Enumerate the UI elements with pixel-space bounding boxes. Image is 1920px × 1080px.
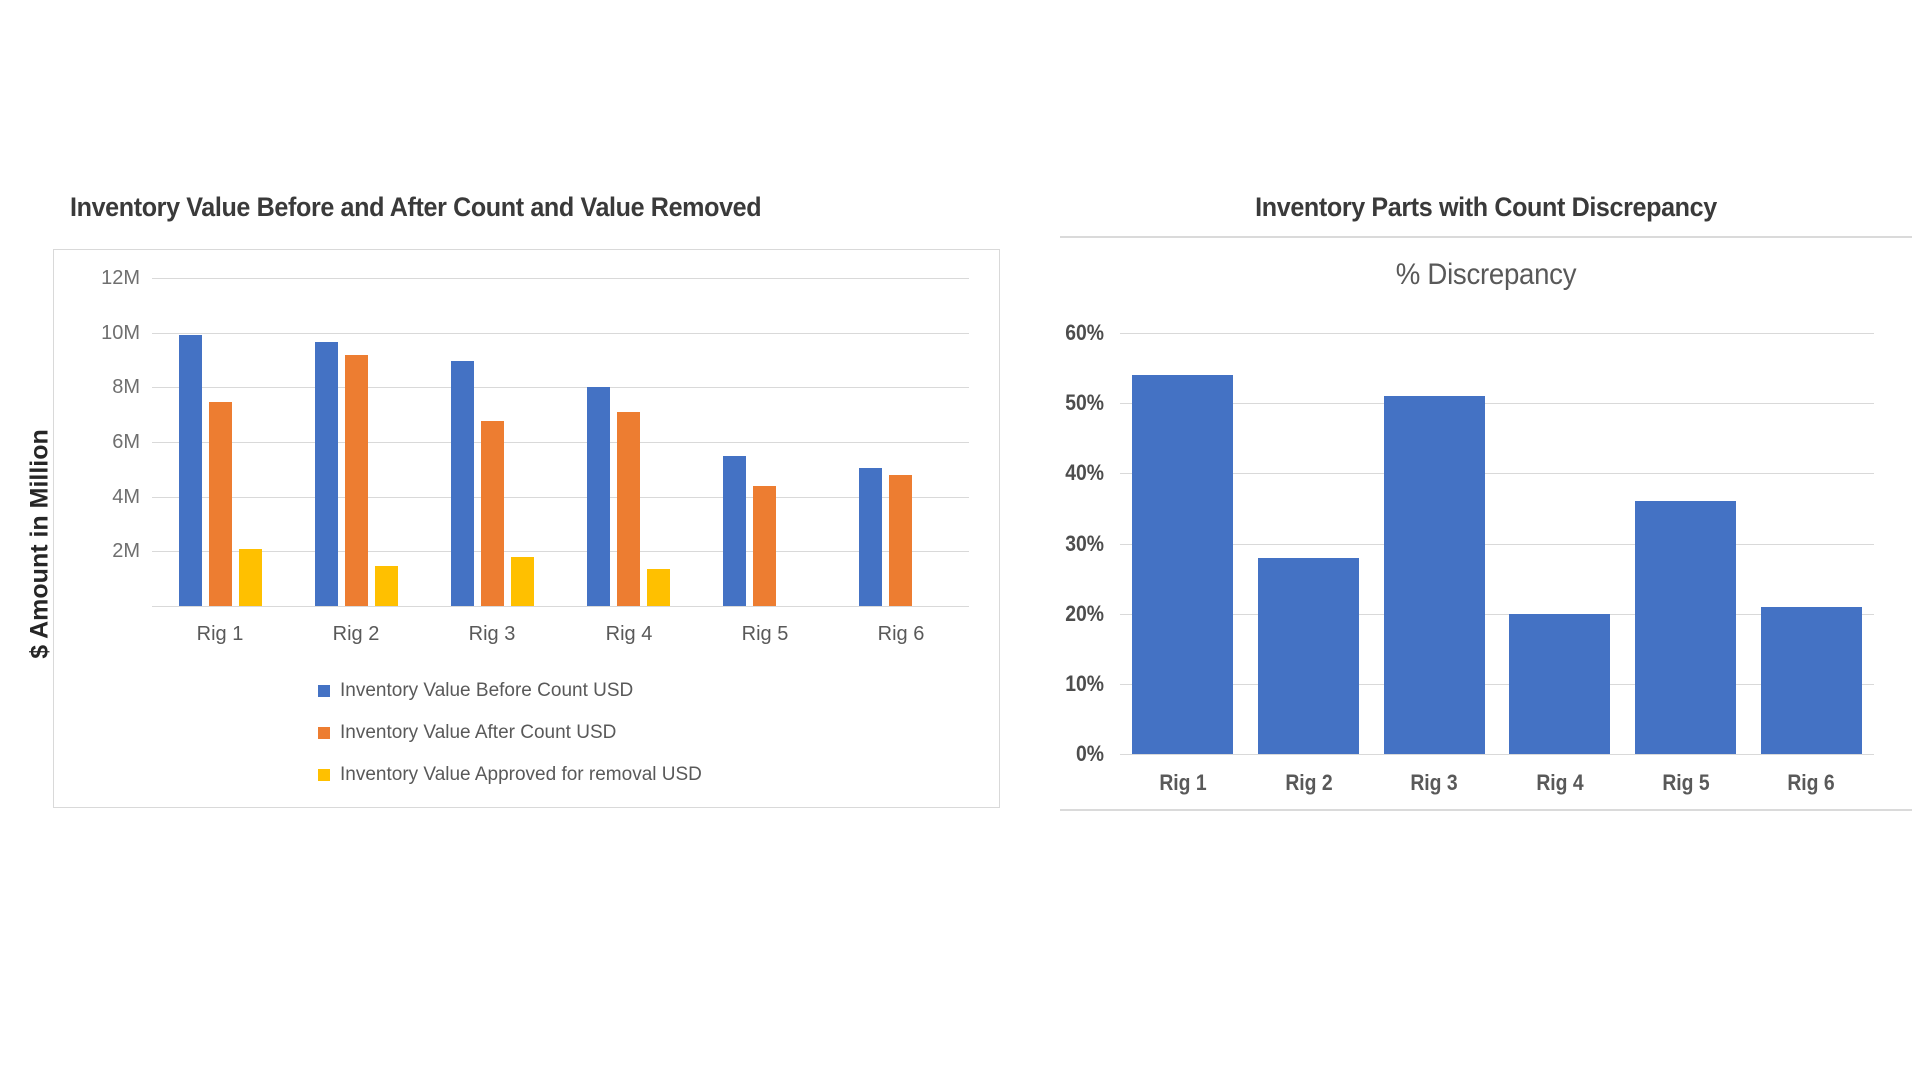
bar-rig-6-before xyxy=(859,468,882,606)
legend-swatch-before-icon xyxy=(318,685,330,697)
legend-label-removed: Inventory Value Approved for removal USD xyxy=(340,764,702,785)
bar-rig-3-after xyxy=(481,421,504,606)
legend-label-after: Inventory Value After Count USD xyxy=(340,722,617,743)
bar-rig-6-discrepancy xyxy=(1761,607,1862,754)
y-tick-label-12m: 12M xyxy=(101,267,140,289)
x-tick-label-rig-3: Rig 3 xyxy=(468,623,516,645)
bar-rig-1-removed xyxy=(239,549,262,606)
gridline-30 xyxy=(1120,544,1874,545)
y-tick-label-50: 50% xyxy=(1065,390,1104,415)
gridline-4m xyxy=(152,497,969,498)
bar-rig-2-before xyxy=(315,342,338,606)
gridline-12m xyxy=(152,278,969,279)
bar-rig-1-after xyxy=(209,402,232,606)
gridline-60 xyxy=(1120,333,1874,334)
x-tick-label-rig-1: Rig 1 xyxy=(1159,770,1207,795)
x-tick-label-rig-1: Rig 1 xyxy=(196,623,244,645)
right-chart-top-separator xyxy=(1060,236,1912,238)
gridline-6m xyxy=(152,442,969,443)
y-tick-label-30: 30% xyxy=(1065,531,1104,556)
x-tick-label-rig-2: Rig 2 xyxy=(1285,770,1333,795)
right-chart-title: Inventory Parts with Count Discrepancy xyxy=(1255,192,1717,222)
gridline-8m xyxy=(152,387,969,388)
bar-rig-6-after xyxy=(889,475,912,606)
y-tick-label-10: 10% xyxy=(1065,671,1104,696)
left-chart-legend: Inventory Value Before Count USD Inventor… xyxy=(318,680,702,806)
right-chart-subtitle: % Discrepancy xyxy=(1395,258,1577,291)
baseline xyxy=(1120,754,1874,755)
legend-item-after: Inventory Value After Count USD xyxy=(318,722,702,744)
left-chart-plot-area: 12M 10M 8M 6M 4M 2M Rig 1 Rig 2 Rig 3 Rig 4 Rig 5 R… xyxy=(101,267,969,645)
left-chart-y-axis-title: $ Amount in Million xyxy=(25,429,54,659)
gridline-40 xyxy=(1120,473,1874,474)
legend-swatch-removed-icon xyxy=(318,769,330,781)
bar-rig-3-before xyxy=(451,361,474,606)
y-tick-label-8m: 8M xyxy=(112,376,140,398)
x-tick-label-rig-6: Rig 6 xyxy=(1787,770,1835,795)
left-chart-title: Inventory Value Before and After Count a… xyxy=(70,192,762,222)
gridline-2m xyxy=(152,551,969,552)
bar-rig-5-discrepancy xyxy=(1635,501,1736,754)
y-tick-label-6m: 6M xyxy=(112,431,140,453)
x-tick-label-rig-4: Rig 4 xyxy=(605,623,653,645)
y-tick-label-10m: 10M xyxy=(101,322,140,344)
x-tick-label-rig-5: Rig 5 xyxy=(741,623,789,645)
bar-rig-3-removed xyxy=(511,557,534,606)
bar-rig-1-discrepancy xyxy=(1132,375,1233,754)
bar-rig-3-discrepancy xyxy=(1384,396,1485,754)
bar-rig-5-after xyxy=(753,486,776,606)
x-tick-label-rig-6: Rig 6 xyxy=(877,623,925,645)
left-chart-frame: 12M 10M 8M 6M 4M 2M Rig 1 Rig 2 Rig 3 Rig 4 Rig 5 R… xyxy=(53,249,1000,808)
x-tick-label-rig-5: Rig 5 xyxy=(1662,770,1710,795)
bar-rig-2-removed xyxy=(375,566,398,606)
legend-label-before: Inventory Value Before Count USD xyxy=(340,680,634,701)
baseline xyxy=(152,606,969,607)
bar-rig-1-before xyxy=(179,335,202,606)
right-chart-bottom-separator xyxy=(1060,809,1912,811)
bar-rig-4-before xyxy=(587,387,610,606)
x-tick-label-rig-4: Rig 4 xyxy=(1536,770,1584,795)
x-tick-label-rig-3: Rig 3 xyxy=(1410,770,1458,795)
y-tick-label-40: 40% xyxy=(1065,460,1104,485)
bar-rig-4-removed xyxy=(647,569,670,606)
gridline-50 xyxy=(1120,403,1874,404)
y-tick-label-20: 20% xyxy=(1065,601,1104,626)
gridline-10m xyxy=(152,333,969,334)
bar-rig-4-discrepancy xyxy=(1509,614,1610,754)
gridline-20 xyxy=(1120,614,1874,615)
bar-rig-4-after xyxy=(617,412,640,606)
x-tick-label-rig-2: Rig 2 xyxy=(332,623,380,645)
legend-item-before: Inventory Value Before Count USD xyxy=(318,680,702,702)
right-chart-plot-area: 60% 50% 40% 30% 20% 10% 0% Rig 1 Rig 2 Rig 3 Rig 4… xyxy=(1065,320,1874,795)
y-tick-label-4m: 4M xyxy=(112,486,140,508)
bar-rig-5-before xyxy=(723,456,746,606)
gridline-10 xyxy=(1120,684,1874,685)
y-tick-label-60: 60% xyxy=(1065,320,1104,345)
y-tick-label-2m: 2M xyxy=(112,540,140,562)
legend-item-removed: Inventory Value Approved for removal USD xyxy=(318,764,702,786)
legend-swatch-after-icon xyxy=(318,727,330,739)
bar-rig-2-discrepancy xyxy=(1258,558,1359,754)
y-tick-label-0: 0% xyxy=(1076,741,1104,766)
bar-rig-2-after xyxy=(345,355,368,606)
